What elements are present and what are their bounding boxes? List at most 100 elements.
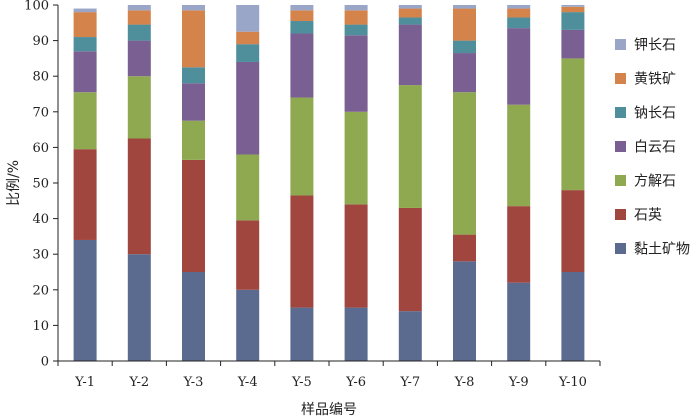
bar-segment [507,28,531,105]
legend-swatch [615,209,626,220]
bar-segment [453,53,476,93]
bar-segment [507,8,531,18]
x-tick-label: Y-4 [237,375,258,390]
bar-segment [507,17,531,29]
bar-segment [182,67,205,84]
bar-segment [344,35,368,112]
bar-segment [453,40,476,54]
bar-segment [398,5,422,9]
y-tick-label: 90 [32,34,49,49]
y-tick-label: 80 [32,70,49,85]
legend-label: 钠长石 [634,106,676,122]
bar-segment [561,190,585,272]
bar-segment [236,44,260,62]
bar-segment [344,111,368,205]
x-tick-label: Y-9 [508,375,529,390]
legend-label: 黄铁矿 [634,71,676,88]
legend-label: 白云石 [634,140,676,156]
bar-segment [127,40,151,77]
bar-segment [453,5,476,9]
y-tick-label: 50 [32,177,49,192]
legend-swatch [615,141,626,152]
bar-segment [290,21,314,34]
bar-segment [398,207,422,312]
bar-segment [344,10,368,25]
bar-segment [73,12,97,38]
bar-segment [398,85,422,208]
bar-segment [290,195,314,308]
bar-segment [127,254,151,361]
y-axis-title: 比例/% [6,160,22,206]
bar-segment [398,311,422,361]
bar-segment [453,234,476,262]
legend-swatch [615,73,626,84]
bar-segment [73,37,97,52]
bar-segment [236,5,260,32]
x-tick-label: Y-10 [558,375,587,390]
legend-label: 钾长石 [634,38,676,54]
bar-segment [507,282,531,361]
y-tick-label: 70 [32,105,49,120]
bar-segment [73,239,97,361]
bar-segment [182,10,205,68]
bar-segment [398,17,422,25]
bar-segment [73,51,97,93]
y-tick-label: 30 [32,248,49,263]
bar-segment [127,10,151,25]
x-tick-label: Y-8 [454,375,475,390]
bar-segment [127,5,151,11]
bar-segment [182,120,205,160]
legend-swatch [615,175,626,186]
bar-segment [236,154,260,221]
x-tick-label: Y-7 [399,375,420,390]
y-tick-label: 0 [41,355,49,370]
bar-segment [73,149,97,240]
legend-swatch [615,107,626,118]
bar-segment [127,138,151,255]
bar-segment [182,5,205,11]
x-tick-label: Y-1 [74,375,95,390]
bar-segment [561,29,585,59]
legend-swatch [615,39,626,50]
bar-segment [453,8,476,41]
legend-label: 黏土矿物 [634,242,690,258]
bar-segment [507,104,531,207]
bar-segment [290,10,314,22]
y-tick-label: 100 [24,0,49,14]
bar-segment [182,83,205,121]
bar-segment [236,220,260,290]
bar-segment [507,5,531,9]
bar-segment [507,206,531,283]
bar-segment [561,272,585,361]
legend-swatch [615,243,626,254]
bar-segment [127,76,151,139]
y-tick-label: 40 [32,212,49,227]
bar-segment [290,5,314,11]
bar-segment [290,97,314,196]
y-tick-label: 10 [32,319,49,334]
bar-segment [182,272,205,361]
x-tick-label: Y-3 [183,375,204,390]
bar-segment [344,204,368,308]
bar-segment [73,8,97,13]
bar-segment [290,33,314,98]
x-tick-label: Y-5 [291,375,312,390]
bar-segment [453,261,476,361]
bar-segment [236,289,260,361]
x-tick-label: Y-2 [128,375,149,390]
bar-segment [561,12,585,30]
y-tick-label: 20 [32,283,49,298]
bar-segment [561,58,585,191]
bar-segment [561,5,585,7]
bar-segment [344,5,368,11]
legend-label: 石英 [634,207,662,224]
x-axis-title: 样品编号 [301,402,357,418]
bar-segment [561,6,585,13]
bar-segment [398,8,422,18]
bar-segment [290,307,314,361]
bar-segment [127,24,151,41]
legend-label: 方解石 [634,174,676,190]
bar-segment [344,307,368,361]
